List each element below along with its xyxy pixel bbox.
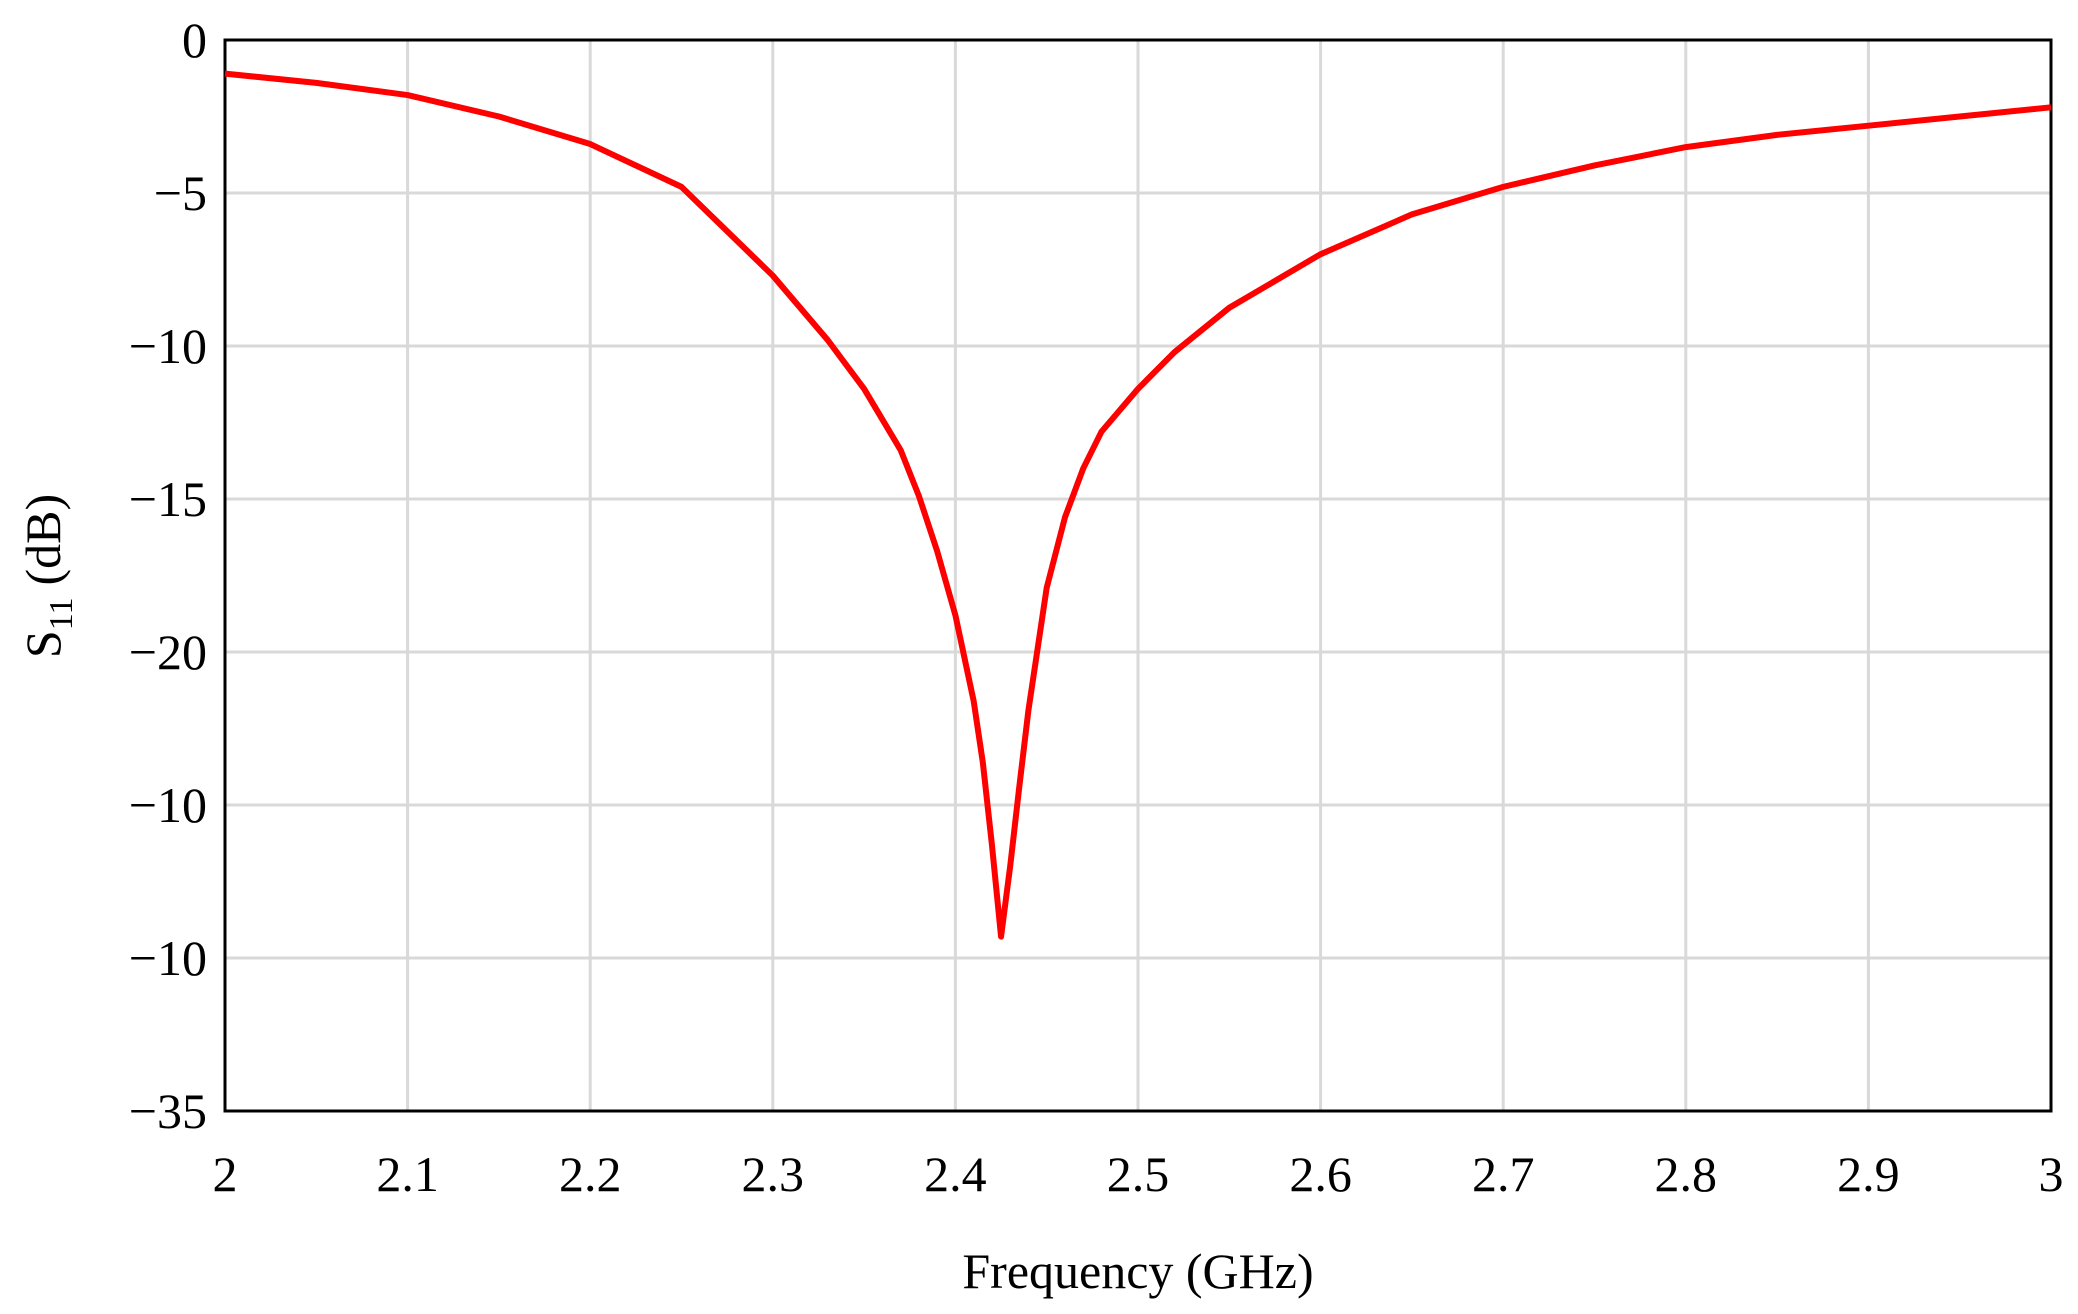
- y-tick-label: −5: [154, 165, 207, 221]
- x-tick-label: 2.5: [1107, 1146, 1170, 1202]
- x-tick-label: 3: [2039, 1146, 2064, 1202]
- y-axis-label: S11 (dB): [15, 494, 80, 658]
- y-tick-label: −10: [129, 777, 207, 833]
- data-line: [224, 70, 2052, 940]
- x-tick-label: 2.9: [1837, 1146, 1900, 1202]
- y-axis-label-subscript: 11: [43, 598, 80, 631]
- x-tick-label: 2.3: [742, 1146, 805, 1202]
- plot-frame: [223, 38, 2053, 1113]
- y-tick-label: 0: [182, 12, 207, 68]
- x-tick-label: 2.4: [924, 1146, 987, 1202]
- y-tick-label: −15: [129, 471, 207, 527]
- x-axis-label: Frequency (GHz): [962, 1243, 1313, 1299]
- y-axis-label-unit: (dB): [15, 494, 71, 586]
- x-tick-label: 2.1: [376, 1146, 439, 1202]
- y-tick-label: −10: [129, 930, 207, 986]
- y-tick-label: −35: [129, 1083, 207, 1139]
- y-tick-label: −10: [129, 318, 207, 374]
- x-tick-label: 2.7: [1472, 1146, 1535, 1202]
- x-tick-label: 2.8: [1655, 1146, 1718, 1202]
- y-tick-label: −20: [129, 624, 207, 680]
- y-axis-label-main: S: [15, 630, 71, 658]
- x-tick-label: 2.2: [559, 1146, 622, 1202]
- x-tick-label: 2.6: [1289, 1146, 1352, 1202]
- x-tick-label: 2: [213, 1146, 238, 1202]
